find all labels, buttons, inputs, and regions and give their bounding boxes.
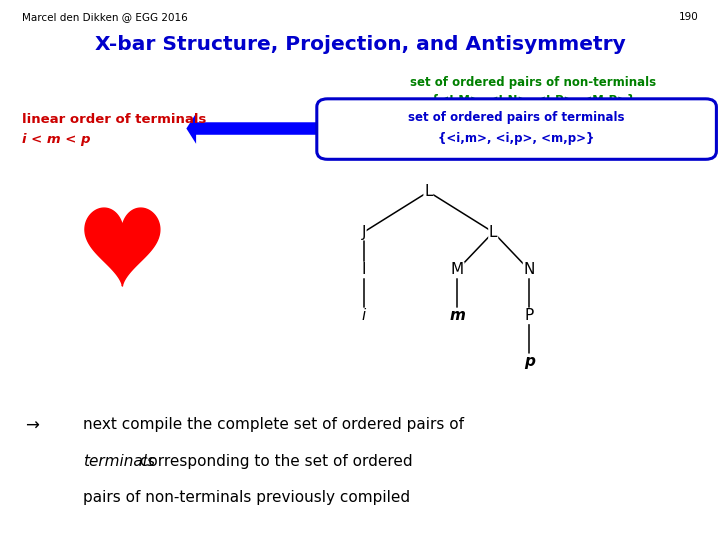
Text: {<i,m>, <i,p>, <m,p>}: {<i,m>, <i,p>, <m,p>}: [438, 132, 595, 145]
Text: m: m: [449, 308, 465, 323]
Text: N: N: [523, 262, 535, 278]
Text: L: L: [489, 225, 498, 240]
Text: i < m < p: i < m < p: [22, 133, 90, 146]
Text: P: P: [525, 308, 534, 323]
Text: M: M: [451, 262, 464, 278]
Text: set of ordered pairs of terminals: set of ordered pairs of terminals: [408, 111, 625, 124]
Text: I: I: [361, 262, 366, 278]
Text: Marcel den Dikken @ EGG 2016: Marcel den Dikken @ EGG 2016: [22, 12, 187, 22]
FancyBboxPatch shape: [317, 99, 716, 159]
Text: next compile the complete set of ordered pairs of: next compile the complete set of ordered…: [83, 417, 464, 432]
Text: X-bar Structure, Projection, and Antisymmetry: X-bar Structure, Projection, and Antisym…: [94, 35, 626, 54]
Text: J: J: [361, 225, 366, 240]
Text: L: L: [424, 184, 433, 199]
Polygon shape: [85, 208, 160, 286]
Text: 190: 190: [679, 12, 698, 22]
Text: {<J,M>, <J,N>, <J,P>, <M,P>}: {<J,M>, <J,N>, <J,P>, <M,P>}: [431, 94, 635, 107]
Text: corresponding to the set of ordered: corresponding to the set of ordered: [135, 454, 413, 469]
Text: p: p: [523, 354, 535, 369]
Text: terminals: terminals: [83, 454, 155, 469]
Text: i: i: [361, 308, 366, 323]
Text: set of ordered pairs of non-terminals: set of ordered pairs of non-terminals: [410, 76, 656, 89]
Text: pairs of non-terminals previously compiled: pairs of non-terminals previously compil…: [83, 490, 410, 505]
Text: linear order of terminals: linear order of terminals: [22, 113, 206, 126]
Text: →: →: [25, 417, 40, 435]
